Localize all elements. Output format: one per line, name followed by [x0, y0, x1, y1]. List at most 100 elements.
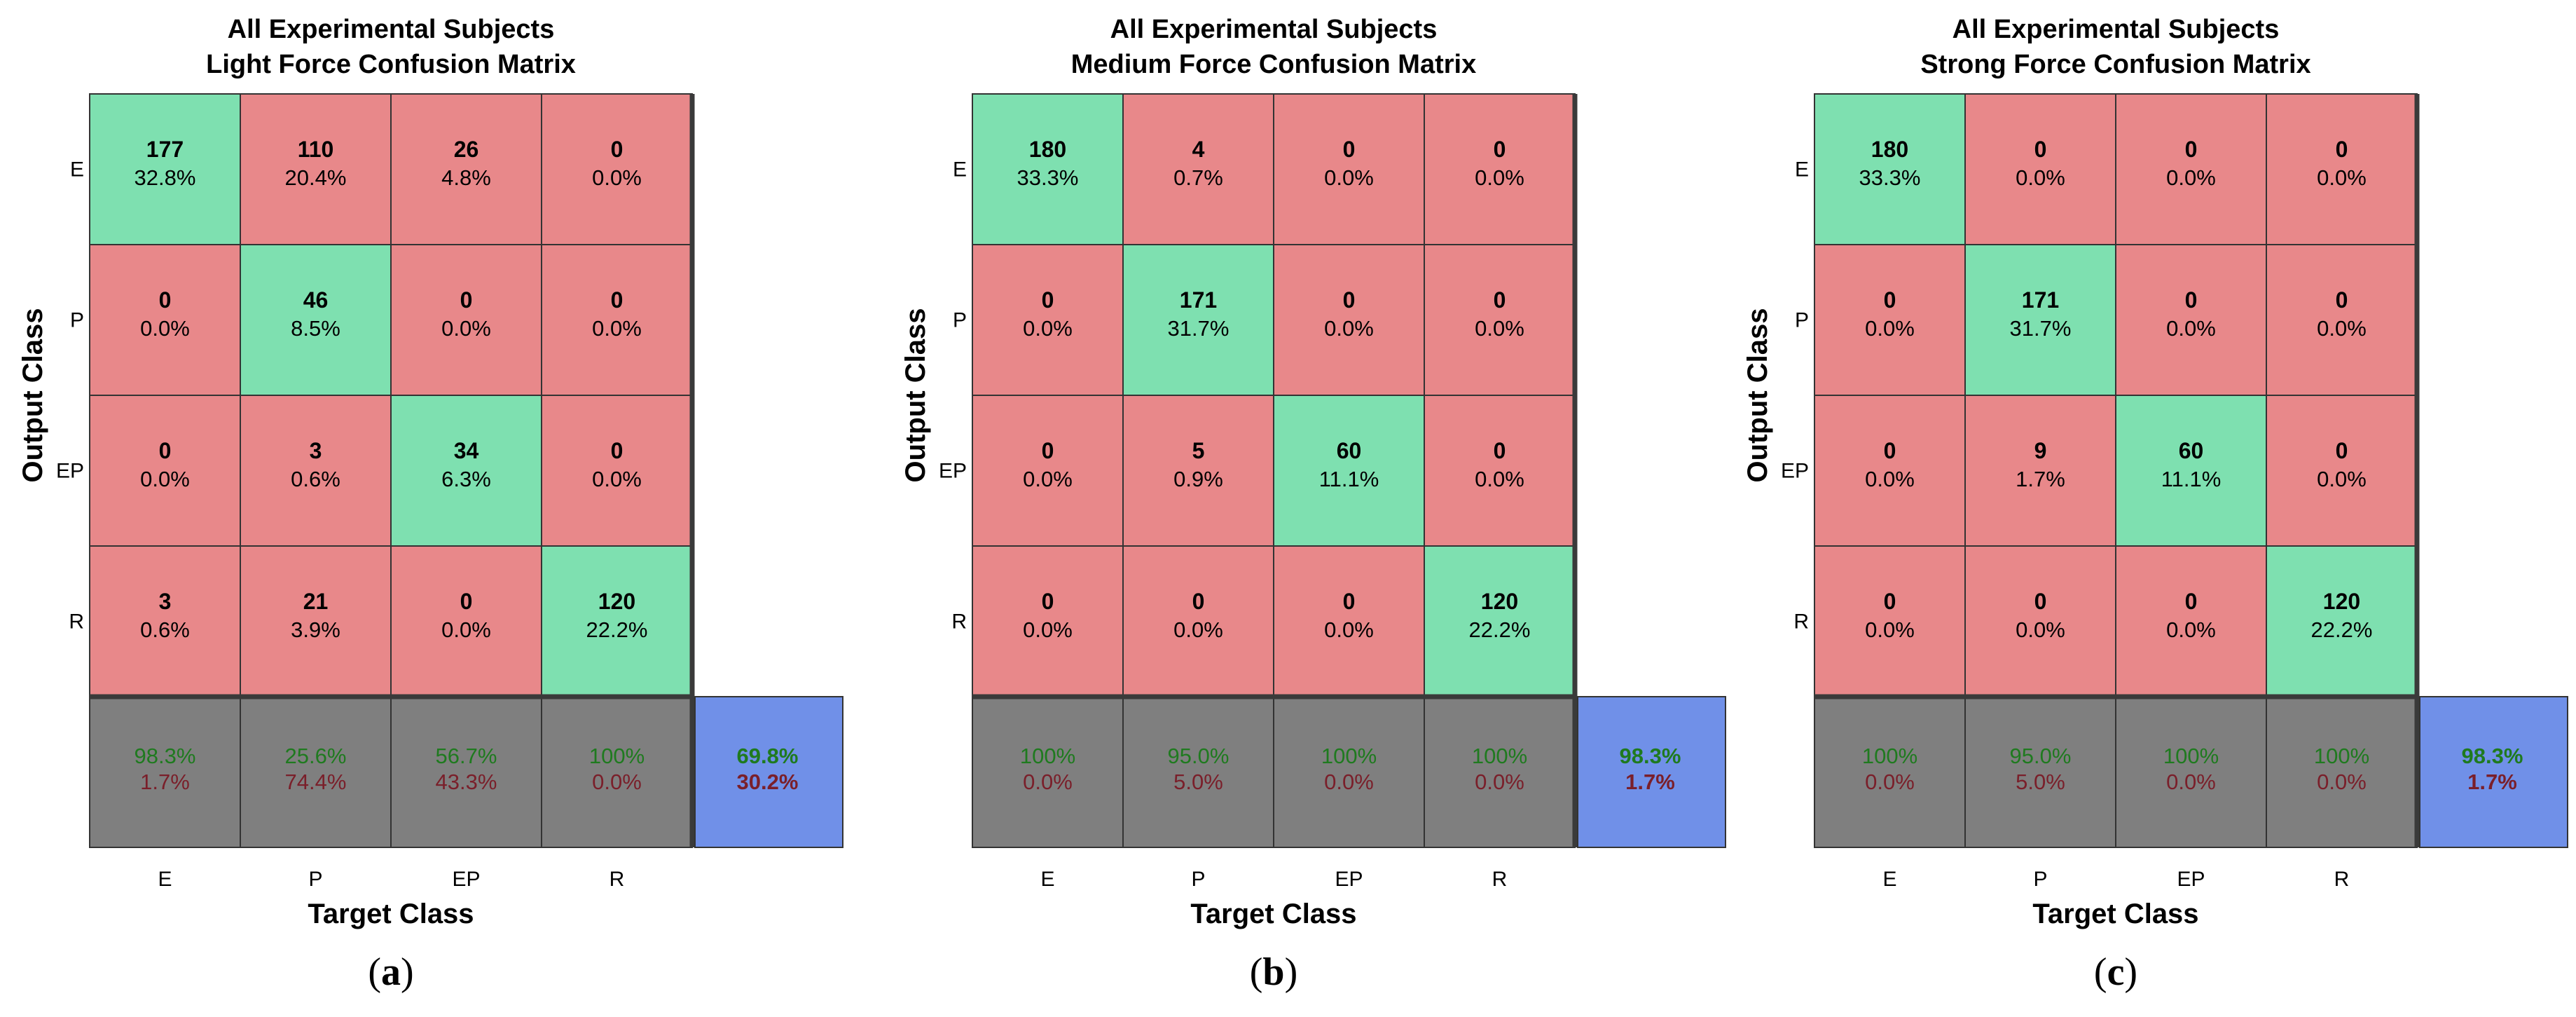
cell-count-label: 60: [2179, 438, 2204, 463]
matrix-cell: [2115, 244, 2267, 396]
cell-count-label: 4: [1192, 137, 1205, 162]
cell-count-label: 0: [460, 287, 473, 313]
matrix-cell: [1122, 244, 1274, 396]
summary-error-label: 0.0%: [1865, 770, 1915, 794]
x-tick-label: R: [1492, 868, 1508, 891]
matrix-cell: [1814, 395, 1966, 547]
panel-caption: (b): [1250, 950, 1297, 994]
cell-percent-label: 0.0%: [1324, 165, 1374, 190]
matrix-cell: [2266, 93, 2418, 245]
cell-percent-label: 0.6%: [140, 617, 190, 642]
matrix-cell: [89, 93, 241, 245]
matrix-cell: [2115, 93, 2267, 245]
cell-count-label: 0: [1343, 287, 1356, 313]
cell-percent-label: 0.0%: [1865, 617, 1915, 642]
cell-percent-label: 0.6%: [291, 467, 340, 491]
cell-percent-label: 0.0%: [592, 165, 642, 190]
total-error-label: 1.7%: [1625, 770, 1675, 794]
cell-percent-label: 0.0%: [592, 467, 642, 491]
cell-percent-label: 0.0%: [1865, 316, 1915, 341]
matrix-cell: [541, 395, 693, 547]
cell-count-label: 0: [1884, 438, 1896, 463]
matrix-cell: [972, 244, 1124, 396]
summary-accuracy-label: 100%: [1472, 744, 1527, 768]
y-tick-label: E: [953, 158, 967, 182]
cell-percent-label: 6.3%: [441, 467, 491, 491]
panel-title-line1: All Experimental Subjects: [228, 15, 555, 44]
y-tick-label: EP: [939, 460, 967, 483]
cell-count-label: 0: [1343, 589, 1356, 614]
cell-count-label: 0: [1494, 137, 1506, 162]
summary-cell: [89, 696, 241, 848]
cell-percent-label: 8.5%: [291, 316, 340, 341]
cell-percent-label: 32.8%: [135, 165, 196, 190]
matrix-cell: [89, 545, 241, 697]
cell-count-label: 0: [1884, 589, 1896, 614]
cell-count-label: 34: [454, 438, 479, 463]
summary-error-label: 74.4%: [285, 770, 347, 794]
cell-count-label: 0: [2185, 137, 2198, 162]
y-axis-title: Output Class: [1742, 308, 1773, 483]
summary-accuracy-label: 25.6%: [285, 744, 347, 768]
cell-count-label: 0: [1042, 438, 1054, 463]
cell-percent-label: 0.0%: [1865, 467, 1915, 491]
cell-count-label: 0: [2034, 137, 2047, 162]
cell-count-label: 0: [2034, 589, 2047, 614]
cell-count-label: 0: [2336, 137, 2348, 162]
x-tick-label: R: [609, 868, 625, 891]
x-tick-label: P: [1191, 868, 1205, 891]
cell-percent-label: 11.1%: [2161, 467, 2222, 491]
cell-count-label: 0: [2336, 287, 2348, 313]
y-tick-label: R: [1793, 610, 1809, 634]
summary-accuracy-label: 56.7%: [436, 744, 497, 768]
y-tick-label: R: [69, 610, 84, 634]
cell-percent-label: 11.1%: [1319, 467, 1379, 491]
cell-count-label: 180: [1029, 137, 1066, 162]
y-tick-label: EP: [1781, 460, 1809, 483]
panel-title-line2: Light Force Confusion Matrix: [206, 50, 576, 79]
panel-a: All Experimental Subjects Light Force Con…: [18, 15, 843, 994]
summary-cell: [972, 696, 1124, 848]
cell-percent-label: 22.2%: [2311, 617, 2373, 642]
x-tick-label: R: [2334, 868, 2350, 891]
summary-cell: [1122, 696, 1274, 848]
cell-percent-label: 0.0%: [1023, 617, 1073, 642]
summary-accuracy-label: 100%: [1020, 744, 1075, 768]
summary-accuracy-label: 100%: [2314, 744, 2369, 768]
cell-count-label: 171: [2022, 287, 2059, 313]
cell-percent-label: 4.8%: [441, 165, 491, 190]
x-axis-title: Target Class: [2032, 899, 2198, 929]
matrix-cell: [390, 545, 542, 697]
summary-cell: [1964, 696, 2116, 848]
y-tick-label: P: [70, 309, 84, 332]
y-tick-label: P: [1795, 309, 1809, 332]
cell-count-label: 0: [159, 287, 172, 313]
matrix-cell: [2115, 395, 2267, 547]
cell-count-label: 0: [1192, 589, 1205, 614]
cell-count-label: 26: [454, 137, 479, 162]
cell-percent-label: 0.0%: [2317, 165, 2367, 190]
cell-percent-label: 1.7%: [2016, 467, 2065, 491]
panel-caption: (a): [368, 950, 413, 994]
cell-count-label: 0: [2185, 287, 2198, 313]
matrix-cell: [972, 395, 1124, 547]
summary-cell: [1273, 696, 1425, 848]
total-accuracy-cell: [2419, 696, 2568, 848]
x-tick-label: EP: [452, 868, 480, 891]
summary-accuracy-label: 98.3%: [135, 744, 196, 768]
summary-error-label: 0.0%: [2166, 770, 2216, 794]
cell-count-label: 120: [2323, 589, 2360, 614]
cell-count-label: 0: [2185, 589, 2198, 614]
cell-count-label: 180: [1871, 137, 1908, 162]
cell-count-label: 0: [1494, 287, 1506, 313]
summary-error-label: 0.0%: [2317, 770, 2367, 794]
panel-caption: (c): [2094, 950, 2137, 994]
total-accuracy-label: 98.3%: [1620, 744, 1681, 768]
summary-error-label: 0.0%: [592, 770, 642, 794]
summary-error-label: 0.0%: [1324, 770, 1374, 794]
matrix-cell: [1424, 244, 1576, 396]
y-axis-title: Output Class: [900, 308, 931, 483]
matrix-cell: [240, 93, 392, 245]
matrix-cell: [1122, 545, 1274, 697]
matrix-cell: [972, 93, 1124, 245]
